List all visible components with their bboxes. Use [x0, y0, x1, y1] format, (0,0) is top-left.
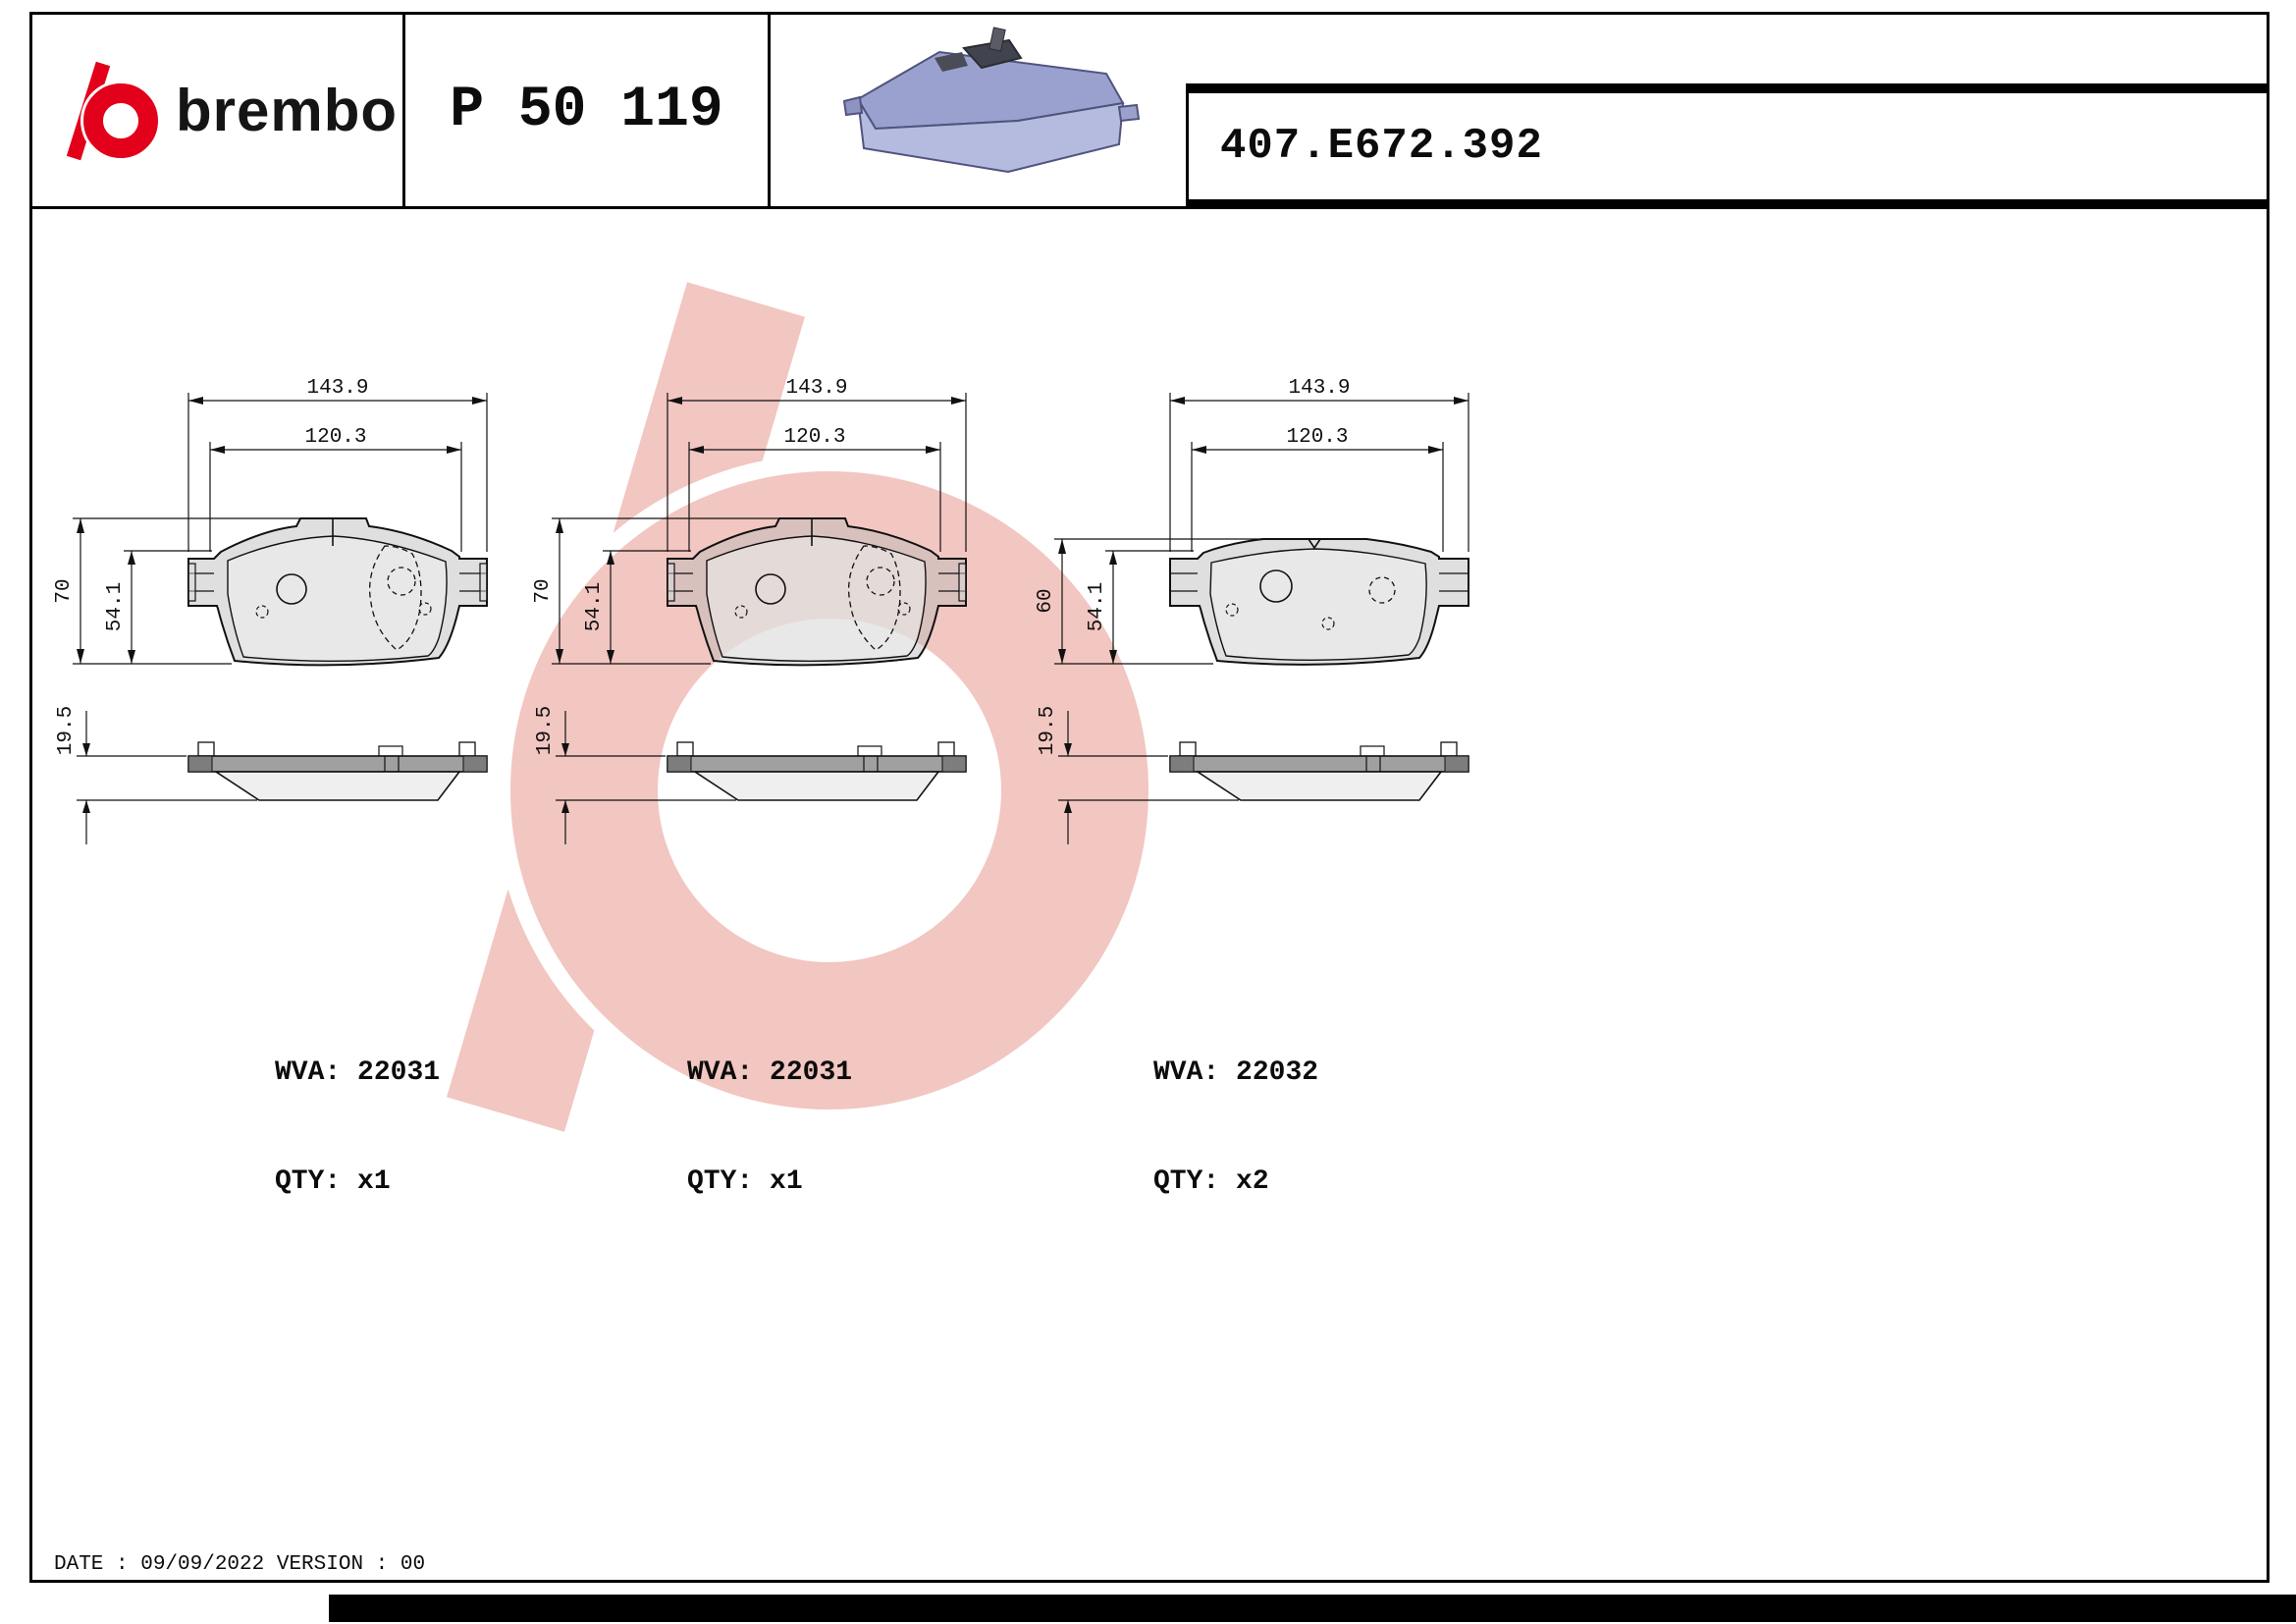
- wva-label: WVA:: [1153, 1057, 1220, 1088]
- qty-line: QTY: x2: [1153, 1164, 1318, 1200]
- photo-cell: [771, 15, 1186, 206]
- logo-cell: brembo: [32, 15, 405, 206]
- title-block: brembo P 50 119 407.E672.392: [32, 15, 2267, 209]
- wva-line: WVA: 22031: [275, 1055, 440, 1091]
- brand-wordmark: brembo: [176, 78, 399, 143]
- spec-block-1: WVA: 22031 QTY: x1: [275, 982, 440, 1272]
- technical-drawing-2: 143.9 120.3 70 54.1 19.5: [532, 377, 967, 845]
- qty-value: x2: [1236, 1166, 1269, 1197]
- wva-value: 22031: [357, 1057, 441, 1088]
- dim-thickness: 19.5: [55, 706, 78, 755]
- dim-total-height: 70: [53, 578, 76, 603]
- wva-line: WVA: 22032: [1153, 1055, 1318, 1091]
- dim-total-width: 143.9: [1288, 377, 1350, 400]
- brembo-logo-icon: [66, 61, 161, 161]
- dim-thickness: 19.5: [1037, 706, 1059, 755]
- dim-inner-width: 120.3: [783, 426, 845, 449]
- dim-total-height: 60: [1035, 588, 1057, 613]
- dim-inner-width: 120.3: [1286, 426, 1348, 449]
- part-number-cell: P 50 119: [405, 15, 771, 206]
- wva-label: WVA:: [687, 1057, 754, 1088]
- qty-label: QTY:: [687, 1166, 754, 1197]
- part-number: P 50 119: [450, 79, 723, 142]
- dim-total-height: 70: [532, 578, 555, 603]
- spec-block-2: WVA: 22031 QTY: x1: [687, 982, 852, 1272]
- qty-label: QTY:: [275, 1166, 342, 1197]
- wva-value: 22032: [1236, 1057, 1319, 1088]
- dim-total-width: 143.9: [785, 377, 847, 400]
- qty-line: QTY: x1: [275, 1164, 440, 1200]
- reference-number: 407.E672.392: [1220, 122, 1543, 171]
- technical-drawing-3: 143.9 120.3 60 54.1 19.5: [1035, 377, 1469, 845]
- wva-value: 22031: [770, 1057, 853, 1088]
- dim-inner-height: 54.1: [104, 582, 127, 631]
- qty-label: QTY:: [1153, 1166, 1220, 1197]
- qty-line: QTY: x1: [687, 1164, 852, 1200]
- wva-line: WVA: 22031: [687, 1055, 852, 1091]
- date-version-line: DATE : 09/09/2022 VERSION : 00: [54, 1553, 426, 1576]
- dim-inner-height: 54.1: [583, 582, 606, 631]
- brake-pad-photo: [842, 26, 1140, 173]
- qty-value: x1: [770, 1166, 803, 1197]
- technical-drawing-1: 143.9 120.3 70 54.1 19.5: [53, 377, 488, 845]
- reference-box: 407.E672.392: [1186, 83, 2267, 206]
- dim-inner-height: 54.1: [1086, 582, 1108, 631]
- qty-value: x1: [357, 1166, 391, 1197]
- dim-total-width: 143.9: [306, 377, 368, 400]
- wva-label: WVA:: [275, 1057, 342, 1088]
- dim-inner-width: 120.3: [304, 426, 366, 449]
- dim-thickness: 19.5: [534, 706, 557, 755]
- spec-block-3: WVA: 22032 QTY: x2: [1153, 982, 1318, 1272]
- footer-black-bar: [329, 1595, 2296, 1622]
